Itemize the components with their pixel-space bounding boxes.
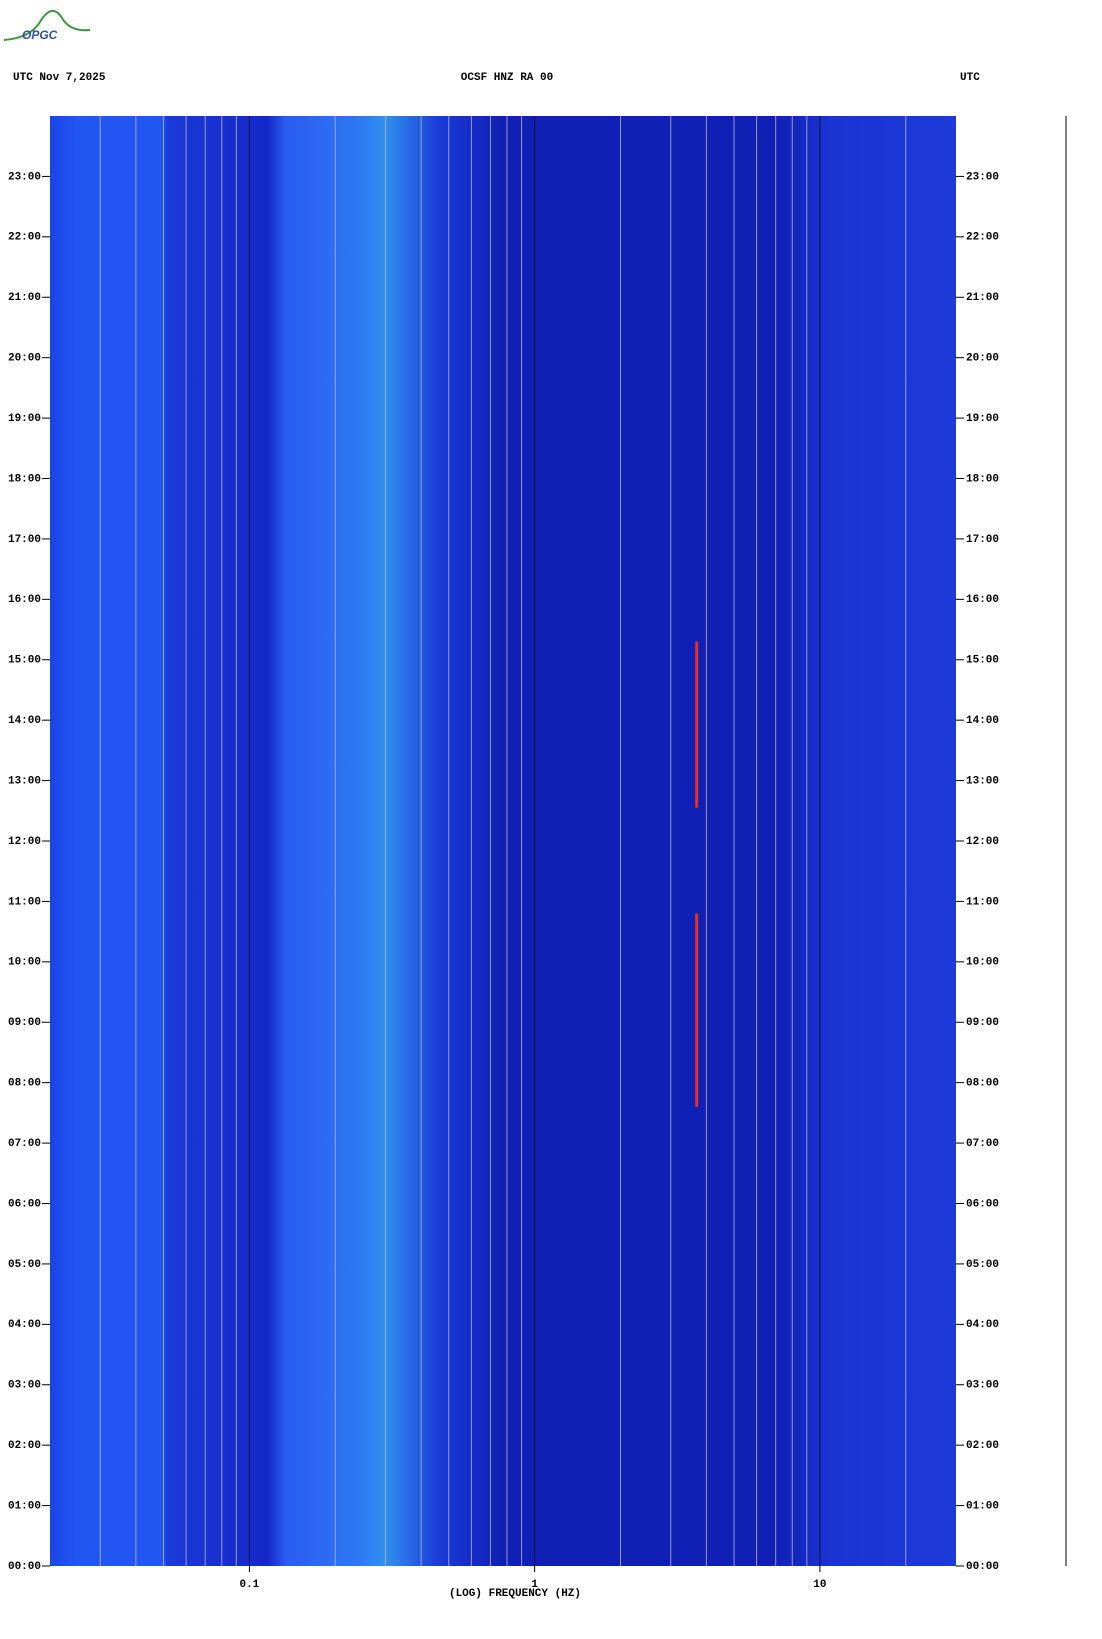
y-tick-label-right: 00:00 [966,1561,999,1573]
y-tick-label-right: 18:00 [966,473,999,485]
y-tick-label-right: 06:00 [966,1198,999,1210]
y-tick-label-left: 17:00 [8,534,41,546]
y-tick-label-right: 12:00 [966,836,999,848]
y-tick-label-left: 07:00 [8,1138,41,1150]
y-tick-label-left: 09:00 [8,1017,41,1029]
y-tick-label-left: 14:00 [8,715,41,727]
y-tick-label-right: 05:00 [966,1259,999,1271]
logo: OPGC [3,10,91,42]
y-tick-label-right: 03:00 [966,1380,999,1392]
y-tick-label-right: 16:00 [966,594,999,606]
x-tick-label: 0.1 [239,1579,259,1591]
y-tick-label-left: 06:00 [8,1198,41,1210]
y-tick-label-right: 09:00 [966,1017,999,1029]
y-tick-label-left: 01:00 [8,1500,41,1512]
y-tick-label-right: 19:00 [966,413,999,425]
spectrogram-area [50,116,956,1566]
y-tick-label-left: 15:00 [8,655,41,667]
y-tick-label-right: 23:00 [966,171,999,183]
y-tick-label-left: 21:00 [8,292,41,304]
x-tick-label: 1 [531,1579,538,1591]
header-right: UTC [960,72,980,84]
y-tick-label-right: 01:00 [966,1500,999,1512]
y-tick-label-right: 14:00 [966,715,999,727]
header-left: UTC Nov 7,2025 [13,72,106,84]
y-tick-label-left: 00:00 [8,1561,41,1573]
y-tick-label-right: 20:00 [966,353,999,365]
y-tick-label-right: 21:00 [966,292,999,304]
y-tick-label-left: 04:00 [8,1319,41,1331]
y-tick-label-right: 11:00 [966,896,999,908]
y-tick-label-right: 07:00 [966,1138,999,1150]
y-tick-label-left: 12:00 [8,836,41,848]
y-tick-label-left: 22:00 [8,232,41,244]
y-tick-label-right: 04:00 [966,1319,999,1331]
y-tick-label-left: 11:00 [8,896,41,908]
x-tick-label: 10 [813,1579,826,1591]
y-tick-label-right: 02:00 [966,1440,999,1452]
x-axis-label: (LOG) FREQUENCY (HZ) [449,1588,581,1600]
y-tick-label-right: 10:00 [966,957,999,969]
y-tick-label-right: 22:00 [966,232,999,244]
y-tick-label-right: 17:00 [966,534,999,546]
y-tick-label-left: 23:00 [8,171,41,183]
y-tick-label-left: 05:00 [8,1259,41,1271]
y-tick-label-left: 03:00 [8,1380,41,1392]
y-tick-label-left: 18:00 [8,473,41,485]
logo-text: OPGC [22,28,58,42]
y-tick-label-left: 02:00 [8,1440,41,1452]
y-tick-label-left: 10:00 [8,957,41,969]
y-tick-label-right: 13:00 [966,775,999,787]
y-tick-label-left: 13:00 [8,775,41,787]
y-tick-label-left: 19:00 [8,413,41,425]
y-tick-label-left: 08:00 [8,1078,41,1090]
chart-title: OCSF HNZ RA 00 [461,72,553,84]
y-tick-label-left: 20:00 [8,353,41,365]
y-tick-label-right: 15:00 [966,655,999,667]
y-tick-label-left: 16:00 [8,594,41,606]
y-tick-label-right: 08:00 [966,1078,999,1090]
